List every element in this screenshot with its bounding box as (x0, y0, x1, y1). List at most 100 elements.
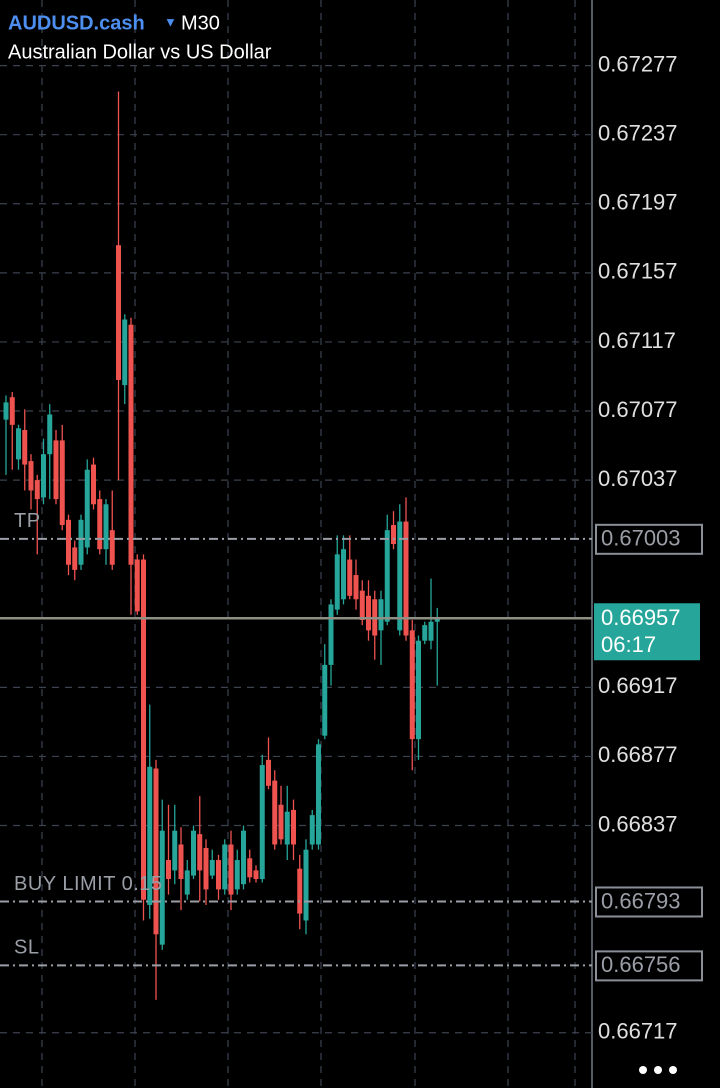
more-menu[interactable] (639, 1066, 677, 1074)
candle-body (416, 640, 421, 740)
candle-body (334, 554, 340, 610)
candle-body (72, 547, 78, 570)
order-price-label: 0.66793 (601, 888, 681, 913)
candle-body (41, 454, 46, 498)
order-label: SL (14, 937, 39, 959)
candle-body (159, 830, 165, 945)
candle-body (122, 319, 128, 386)
candle-body (47, 414, 53, 455)
candle-body (84, 469, 90, 548)
candle-body (428, 621, 434, 641)
candle-body (22, 430, 28, 465)
y-tick-label: 0.66917 (598, 673, 678, 698)
y-tick-label: 0.66837 (598, 811, 678, 836)
candle-body (59, 440, 65, 526)
candle-body (141, 559, 146, 900)
candle-body (97, 499, 103, 550)
candle-body (197, 834, 203, 871)
candle-body (303, 849, 309, 921)
candle-body (34, 480, 40, 500)
candle-body (3, 402, 9, 420)
candle-body (28, 461, 34, 491)
candle-body (53, 440, 59, 500)
symbol[interactable]: AUDUSD.cash (8, 12, 145, 34)
order-price-label: 0.66756 (601, 952, 681, 977)
menu-dot (639, 1066, 647, 1074)
candle-body (322, 664, 328, 736)
candle-body (297, 868, 303, 914)
candle-body (384, 530, 390, 622)
y-tick-label: 0.67077 (598, 397, 678, 422)
subtitle: Australian Dollar vs US Dollar (8, 41, 272, 63)
candle-body (103, 504, 109, 550)
candle-body (78, 519, 84, 565)
candle-body (353, 575, 359, 600)
order-label: TP (14, 510, 41, 532)
candle-body (434, 618, 440, 622)
candle-body (422, 625, 428, 641)
bar-countdown: 06:17 (601, 632, 656, 657)
candle-body (341, 549, 346, 600)
y-tick-label: 0.66717 (598, 1019, 678, 1044)
candle-body (228, 844, 234, 895)
order-price-box (595, 950, 703, 982)
candle-body (278, 804, 284, 840)
candle-body (397, 521, 403, 631)
candle-body (147, 766, 153, 905)
current-price-label: 0.66957 (601, 605, 681, 630)
candle-body (266, 759, 271, 786)
candle-body (328, 604, 334, 665)
candle-body (153, 768, 159, 935)
candles (3, 91, 440, 1000)
order-label: BUY LIMIT 0.15 (14, 873, 163, 895)
order-price-box (595, 523, 703, 555)
candle-body (91, 464, 96, 505)
overlay: TP 0.67003 BUY LIMIT 0.15 0.66793 SL 0.66756 0… (0, 510, 703, 982)
candle-body (403, 521, 409, 636)
y-tick-label: 0.67117 (598, 328, 676, 353)
candle-body (109, 530, 115, 565)
candle-body (241, 830, 246, 885)
candle-body (9, 397, 15, 425)
candle-body (216, 860, 221, 890)
candle-body (284, 811, 290, 845)
timeframe[interactable]: M30 (181, 12, 220, 34)
order-price-box (595, 886, 703, 918)
candle-body (247, 858, 253, 878)
candle-body (347, 559, 353, 596)
order-price-label: 0.67003 (601, 526, 681, 551)
y-tick-label: 0.67037 (598, 466, 678, 491)
candle-body (134, 559, 140, 612)
candle-body (66, 519, 71, 565)
candle-body (184, 870, 190, 895)
grid-layer: 0.67277 0.67237 0.67197 0.67157 0.67117 0.670… (0, 51, 678, 1044)
y-tick-label: 0.67197 (598, 190, 678, 215)
candle-body (222, 844, 228, 890)
symbol-dropdown-icon[interactable]: ▼ (164, 14, 177, 29)
candle-body (16, 428, 21, 460)
candle-body (166, 860, 171, 880)
candle-body (366, 595, 371, 631)
candle-body (128, 324, 134, 565)
candle-body (253, 870, 259, 880)
menu-dot (669, 1066, 677, 1074)
candle-body (378, 599, 384, 631)
candle-body (209, 860, 215, 876)
candle-body (234, 860, 240, 890)
candle-body (359, 590, 365, 620)
candle-body (272, 780, 278, 845)
candle-body (116, 245, 121, 380)
y-tick-label: 0.67157 (598, 259, 678, 284)
candle-body (291, 809, 296, 845)
menu-dot (654, 1066, 662, 1074)
candle-body (203, 847, 209, 890)
candle-body (309, 815, 315, 845)
y-tick-label: 0.67277 (598, 51, 678, 76)
candle-body (259, 765, 265, 880)
candle-body (409, 630, 415, 740)
y-tick-label: 0.67237 (598, 121, 678, 146)
candle-body (391, 525, 396, 544)
candle-body (316, 744, 321, 845)
